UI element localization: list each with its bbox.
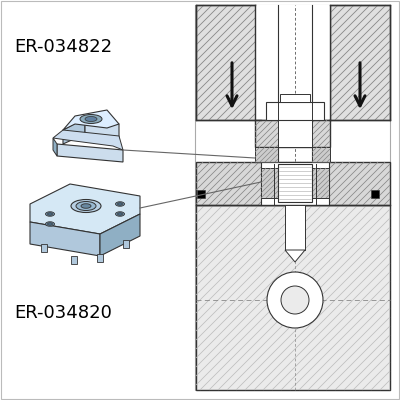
Bar [371,190,379,198]
Ellipse shape [46,212,54,216]
Ellipse shape [71,200,101,212]
Bar [71,256,77,264]
Polygon shape [63,118,85,144]
Bar [312,147,330,162]
Bar [311,168,329,198]
Bar [97,254,103,262]
Bar [285,205,305,250]
Ellipse shape [81,204,91,208]
Text: ER-034820: ER-034820 [14,304,112,322]
Circle shape [267,272,323,328]
Bar [278,164,312,202]
Bar [261,168,279,198]
Polygon shape [100,214,140,256]
Bar [196,162,390,205]
Bar [280,94,310,102]
Bar [261,162,329,205]
Text: ER-034822: ER-034822 [14,38,112,56]
Bar [255,5,330,120]
Bar [123,240,129,248]
Ellipse shape [76,202,96,210]
Polygon shape [57,144,123,162]
Polygon shape [53,130,123,150]
Polygon shape [285,250,305,262]
Bar [330,5,390,120]
Ellipse shape [116,202,124,206]
Circle shape [281,286,309,314]
Bar [196,5,256,120]
Ellipse shape [48,223,52,225]
Bar [41,244,47,252]
Polygon shape [30,184,140,234]
Ellipse shape [116,212,124,216]
Bar [278,120,312,147]
Ellipse shape [80,114,102,124]
Ellipse shape [85,116,97,122]
Polygon shape [63,110,119,130]
Bar [255,120,330,147]
Bar [196,205,390,390]
Bar [195,5,390,390]
Ellipse shape [118,203,122,205]
Ellipse shape [48,213,52,215]
Polygon shape [53,138,57,156]
Polygon shape [85,118,119,140]
Bar [255,147,278,162]
Ellipse shape [118,213,122,215]
Bar [266,102,324,120]
Ellipse shape [46,222,54,226]
Polygon shape [30,222,100,256]
Bar [197,190,205,198]
